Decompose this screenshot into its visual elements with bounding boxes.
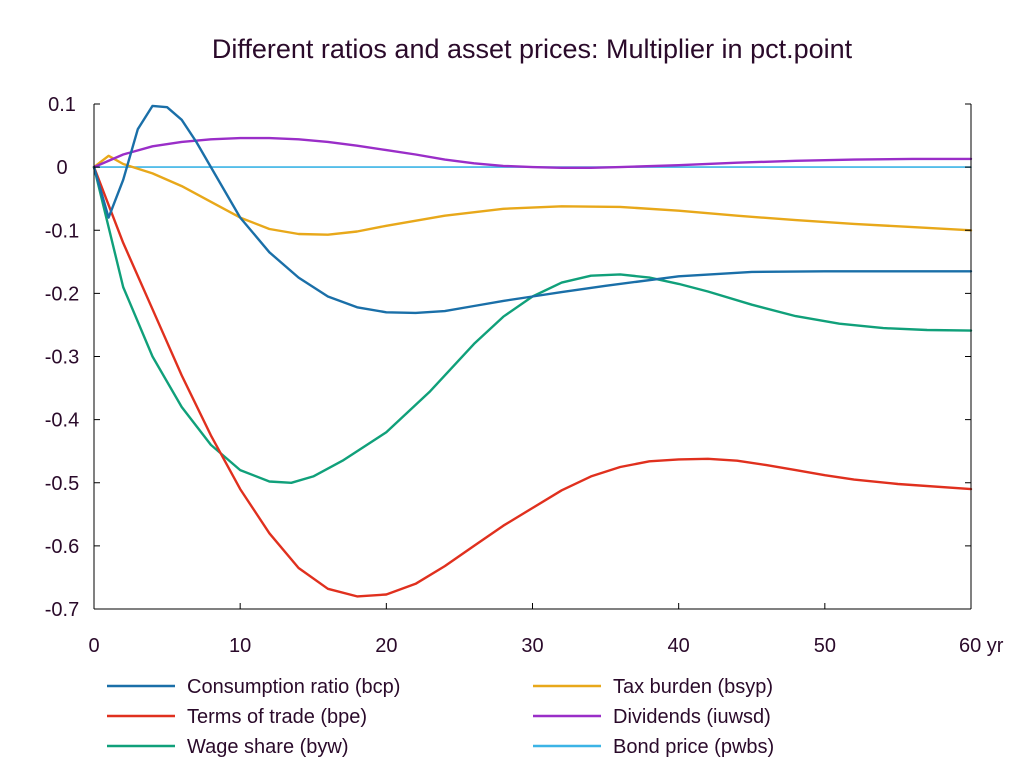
y-tick-label: 0 [56, 157, 67, 179]
x-tick-label: 10 [229, 635, 251, 657]
series-line-0 [92, 104, 973, 315]
series-line-4 [92, 136, 973, 170]
x-tick-label: 60 yr [959, 635, 1004, 657]
x-tick-label: 30 [521, 635, 543, 657]
x-tick-label: 20 [375, 635, 397, 657]
y-tick-label: -0.2 [45, 283, 79, 305]
series-line-3 [92, 154, 973, 236]
y-tick-label: -0.6 [45, 536, 79, 558]
series-layer [92, 104, 973, 598]
y-tick-label: -0.4 [45, 410, 79, 432]
y-tick-label: -0.3 [45, 347, 79, 369]
chart-title: Different ratios and asset prices: Multi… [211, 34, 853, 64]
axis-layer: 0.1 0 -0.1 -0.2 -0.3 -0.4 -0.5 -0.6 -0.7 0 10 20 30 4… [45, 94, 1004, 657]
x-tick-label: 50 [814, 635, 836, 657]
legend: Consumption ratio (bcp) Terms of trade (b… [107, 676, 774, 758]
legend-label: Consumption ratio (bcp) [187, 676, 400, 698]
legend-label: Tax burden (bsyp) [613, 676, 773, 698]
legend-label: Terms of trade (bpe) [187, 706, 367, 728]
series-line-2 [92, 165, 973, 484]
series-line-1 [92, 165, 973, 598]
legend-label: Wage share (byw) [187, 736, 349, 758]
y-tick-label: -0.7 [45, 599, 79, 621]
y-tick-label: 0.1 [48, 94, 76, 116]
y-tick-label: -0.5 [45, 473, 79, 495]
x-tick-label: 40 [668, 635, 690, 657]
legend-label: Dividends (iuwsd) [613, 706, 771, 728]
x-tick-label: 0 [88, 635, 99, 657]
legend-label: Bond price (pwbs) [613, 736, 774, 758]
y-tick-label: -0.1 [45, 220, 79, 242]
